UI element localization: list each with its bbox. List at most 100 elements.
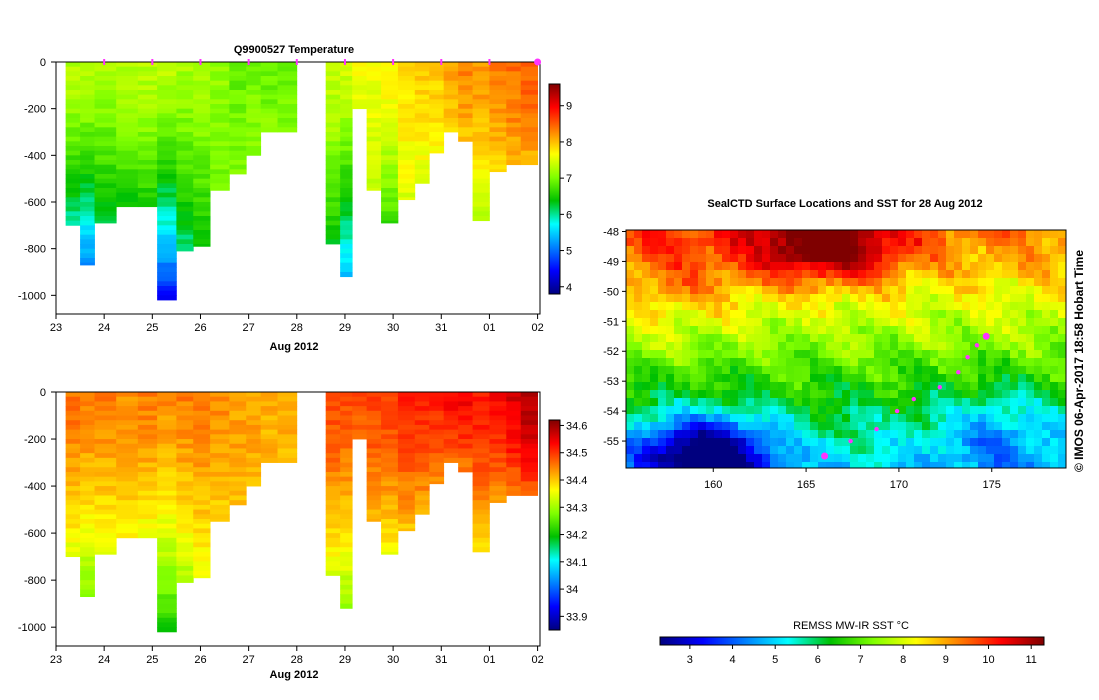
sst-cell (978, 382, 987, 391)
section-cell (80, 490, 95, 496)
x-tick-label: 29 (339, 654, 351, 666)
sst-cell (754, 422, 763, 431)
section-cell (325, 415, 341, 421)
sst-cell (1050, 302, 1059, 311)
section-cell (229, 500, 247, 506)
sst-cell (1010, 454, 1019, 463)
sst-cell (650, 238, 659, 247)
section-cell (176, 410, 194, 416)
sst-cell (658, 286, 667, 295)
sst-cell (634, 390, 643, 399)
section-cell (325, 514, 341, 520)
sst-cell (738, 246, 747, 255)
section-cell (176, 211, 194, 217)
sst-cell (754, 358, 763, 367)
section-cell (414, 108, 430, 114)
section-cell (414, 406, 430, 412)
sst-cell (682, 454, 691, 463)
sst-cell (666, 342, 675, 351)
sst-cell (914, 246, 923, 255)
sst-cell (786, 438, 795, 447)
sst-cell (946, 454, 955, 463)
section-cell (80, 500, 95, 506)
sst-cell (978, 406, 987, 415)
section-cell (94, 132, 117, 138)
sst-cell (802, 262, 811, 271)
sst-cell (834, 238, 843, 247)
sst-cell (922, 430, 931, 439)
section-cell (381, 453, 399, 459)
section-cell (520, 471, 538, 478)
sst-cell (866, 390, 875, 399)
sst-cell (938, 430, 947, 439)
sst-cell (762, 254, 771, 263)
sst-cell (794, 302, 803, 311)
sst-colorbar-tick-label: 3 (687, 654, 693, 666)
section-cell (414, 420, 430, 426)
sst-cell (730, 454, 739, 463)
section-cell (443, 80, 459, 86)
sst-cell (954, 454, 963, 463)
section-cell (157, 290, 177, 296)
sst-cell (970, 230, 979, 239)
sst-cell (698, 286, 707, 295)
sst-cell (898, 366, 907, 375)
y-tick-label: 0 (40, 387, 46, 399)
sst-cell (970, 310, 979, 319)
section-cell (472, 481, 490, 487)
sst-cell (834, 246, 843, 255)
sst-cell (1058, 398, 1066, 407)
section-cell (157, 406, 177, 412)
section-cell (116, 136, 139, 142)
x-tick-label: 30 (387, 654, 399, 666)
sst-cell (1058, 294, 1066, 303)
sst-cell (962, 390, 971, 399)
section-cell (506, 62, 522, 68)
section-cell (443, 99, 459, 105)
sst-cell (794, 438, 803, 447)
section-cell (260, 76, 278, 82)
section-cell (137, 188, 158, 194)
sst-cell (882, 358, 891, 367)
sst-cell (1050, 278, 1059, 287)
sst-cell (626, 342, 635, 351)
sst-cell (706, 246, 715, 255)
sst-cell (930, 374, 939, 383)
sst-cell (914, 414, 923, 423)
sst-cell (1002, 350, 1011, 359)
section-cell (65, 542, 81, 548)
section-cell (210, 122, 230, 128)
sst-cell (1018, 430, 1027, 439)
section-cell (506, 122, 522, 128)
section-cell (210, 396, 230, 402)
sst-cell (858, 462, 867, 468)
section-cell (520, 66, 538, 72)
sst-cell (778, 278, 787, 287)
sst-cell (626, 262, 635, 271)
section-cell (325, 66, 341, 72)
section-cell (414, 160, 430, 166)
section-cell (325, 113, 341, 119)
section-cell (429, 122, 445, 128)
sst-cell (986, 334, 995, 343)
section-cell (414, 410, 430, 416)
profile-column (246, 62, 262, 156)
section-cell (352, 94, 368, 100)
section-cell (210, 183, 230, 189)
section-cell (229, 443, 247, 449)
section-cell (94, 183, 117, 189)
sst-cell (898, 302, 907, 311)
section-cell (229, 495, 247, 501)
sst-cell (898, 318, 907, 327)
sst-cell (1026, 454, 1035, 463)
section-cell (472, 523, 490, 529)
section-cell (65, 132, 81, 138)
sst-cell (1002, 414, 1011, 423)
sst-cell (938, 310, 947, 319)
section-cell (80, 504, 95, 510)
section-cell (193, 113, 211, 119)
colorbar-tick-label: 33.9 (566, 611, 587, 623)
sst-cell (858, 430, 867, 439)
sst-cell (938, 446, 947, 455)
section-cell (176, 457, 194, 463)
